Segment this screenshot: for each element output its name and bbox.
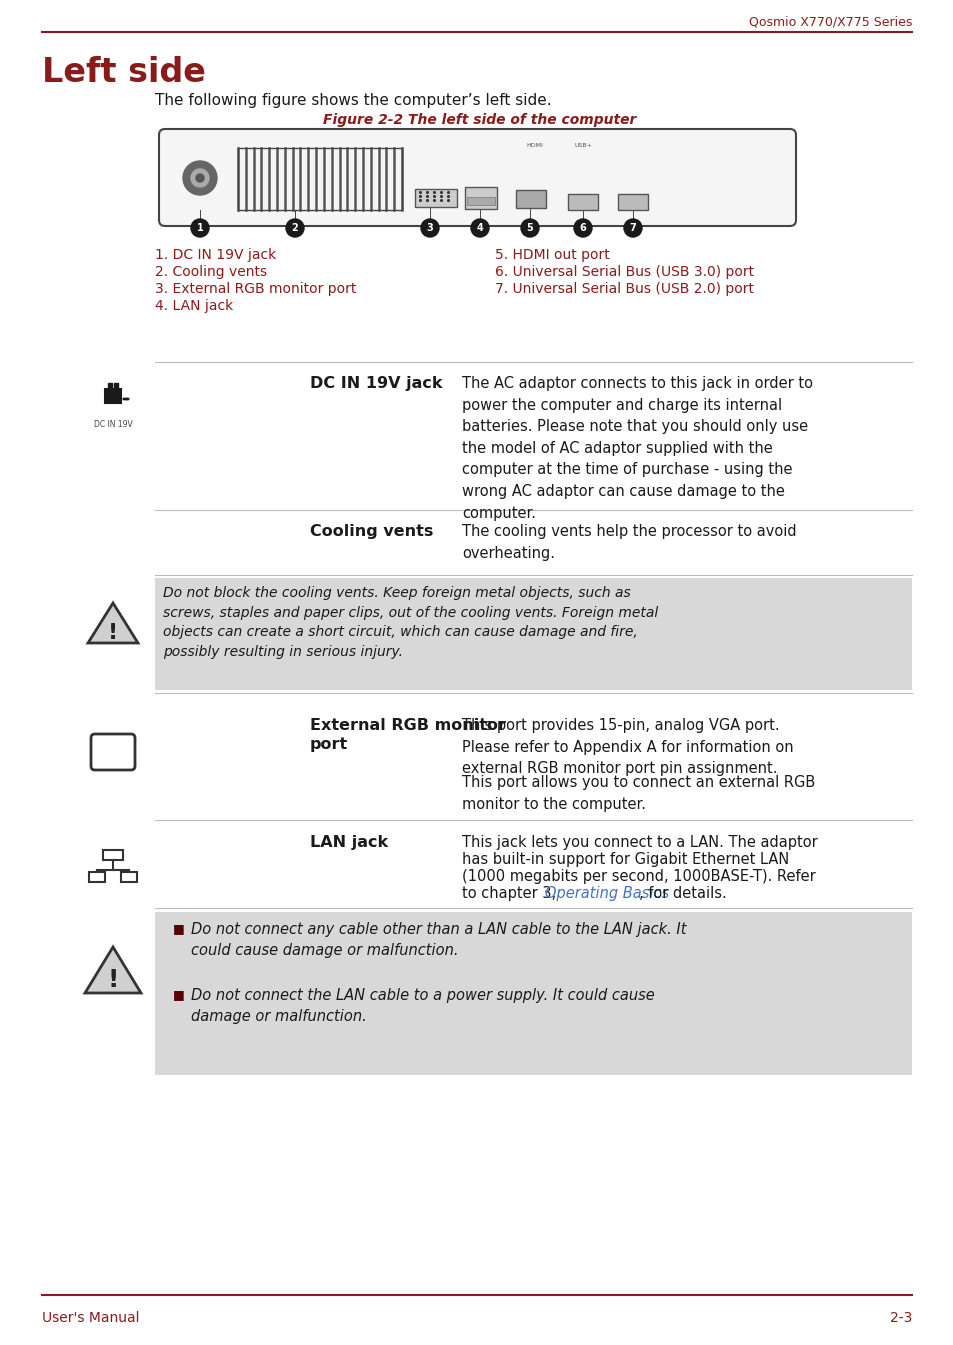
- Text: This jack lets you connect to a LAN. The adaptor: This jack lets you connect to a LAN. The…: [461, 835, 817, 850]
- Text: to chapter 3,: to chapter 3,: [461, 886, 560, 901]
- Text: 6. Universal Serial Bus (USB 3.0) port: 6. Universal Serial Bus (USB 3.0) port: [495, 265, 753, 278]
- Text: 7. Universal Serial Bus (USB 2.0) port: 7. Universal Serial Bus (USB 2.0) port: [495, 282, 753, 296]
- Circle shape: [574, 219, 592, 237]
- Text: This port provides 15-pin, analog VGA port.
Please refer to Appendix A for infor: This port provides 15-pin, analog VGA po…: [461, 718, 793, 776]
- Text: 2. Cooling vents: 2. Cooling vents: [154, 265, 267, 278]
- Text: ■: ■: [172, 989, 185, 1001]
- Text: 6: 6: [579, 223, 586, 233]
- Text: User's Manual: User's Manual: [42, 1311, 139, 1325]
- Circle shape: [471, 219, 489, 237]
- Bar: [618, 194, 647, 210]
- Text: External RGB monitor
port: External RGB monitor port: [310, 718, 505, 752]
- Bar: [415, 190, 456, 207]
- Circle shape: [195, 174, 204, 182]
- Text: 5: 5: [526, 223, 533, 233]
- Text: Qosmio X770/X775 Series: Qosmio X770/X775 Series: [748, 16, 911, 28]
- Text: 2: 2: [292, 223, 298, 233]
- Polygon shape: [85, 947, 141, 993]
- Circle shape: [623, 219, 641, 237]
- Text: Do not block the cooling vents. Keep foreign metal objects, such as
screws, stap: Do not block the cooling vents. Keep for…: [163, 586, 658, 659]
- Bar: [464, 187, 497, 208]
- Bar: [467, 196, 495, 204]
- Text: Do not connect the LAN cable to a power supply. It could cause
damage or malfunc: Do not connect the LAN cable to a power …: [191, 989, 654, 1025]
- Text: The following figure shows the computer’s left side.: The following figure shows the computer’…: [154, 93, 551, 108]
- Text: Operating Basics: Operating Basics: [544, 886, 668, 901]
- Bar: [516, 190, 545, 208]
- Text: , for details.: , for details.: [639, 886, 726, 901]
- Bar: [237, 148, 401, 210]
- FancyBboxPatch shape: [91, 734, 135, 769]
- Bar: [108, 383, 112, 393]
- Circle shape: [286, 219, 304, 237]
- Bar: [105, 389, 121, 404]
- Text: !: !: [108, 623, 118, 643]
- Bar: [103, 850, 123, 859]
- Bar: [567, 194, 598, 210]
- Bar: [154, 578, 911, 690]
- Bar: [113, 383, 118, 393]
- Text: ■: ■: [172, 923, 185, 935]
- Text: 2-3: 2-3: [889, 1311, 911, 1325]
- Text: LAN jack: LAN jack: [310, 835, 388, 850]
- Text: 5. HDMI out port: 5. HDMI out port: [495, 247, 609, 262]
- Text: The AC adaptor connects to this jack in order to
power the computer and charge i: The AC adaptor connects to this jack in …: [461, 377, 812, 521]
- Polygon shape: [88, 603, 138, 643]
- Text: This port allows you to connect an external RGB
monitor to the computer.: This port allows you to connect an exter…: [461, 775, 815, 811]
- Text: USB+: USB+: [574, 143, 591, 148]
- Text: 7: 7: [629, 223, 636, 233]
- Text: has built-in support for Gigabit Ethernet LAN: has built-in support for Gigabit Etherne…: [461, 851, 788, 868]
- Text: Cooling vents: Cooling vents: [310, 525, 433, 539]
- Text: 3. External RGB monitor port: 3. External RGB monitor port: [154, 282, 356, 296]
- Text: The cooling vents help the processor to avoid
overheating.: The cooling vents help the processor to …: [461, 525, 796, 561]
- Text: 3: 3: [426, 223, 433, 233]
- Text: 1. DC IN 19V jack: 1. DC IN 19V jack: [154, 247, 276, 262]
- Bar: [121, 872, 137, 882]
- Text: 1: 1: [196, 223, 203, 233]
- Text: DC IN 19V: DC IN 19V: [93, 420, 132, 429]
- Text: DC IN 19V jack: DC IN 19V jack: [310, 377, 442, 391]
- Text: !: !: [107, 968, 118, 993]
- Text: Do not connect any cable other than a LAN cable to the LAN jack. It
could cause : Do not connect any cable other than a LA…: [191, 923, 686, 958]
- Bar: [154, 912, 911, 1075]
- Text: Left side: Left side: [42, 55, 206, 89]
- Text: Figure 2-2 The left side of the computer: Figure 2-2 The left side of the computer: [323, 113, 636, 126]
- FancyBboxPatch shape: [159, 129, 795, 226]
- Circle shape: [191, 219, 209, 237]
- Text: 4. LAN jack: 4. LAN jack: [154, 299, 233, 313]
- Circle shape: [520, 219, 538, 237]
- Circle shape: [183, 161, 216, 195]
- Circle shape: [191, 169, 209, 187]
- Text: 4: 4: [476, 223, 483, 233]
- Text: HDMI: HDMI: [526, 143, 543, 148]
- Circle shape: [420, 219, 438, 237]
- Bar: [89, 872, 105, 882]
- Text: (1000 megabits per second, 1000BASE-T). Refer: (1000 megabits per second, 1000BASE-T). …: [461, 869, 815, 884]
